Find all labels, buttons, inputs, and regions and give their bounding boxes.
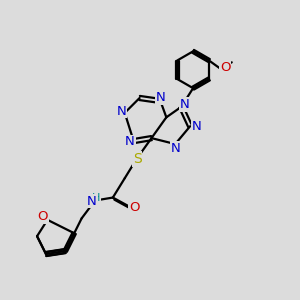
Text: N: N	[116, 105, 126, 118]
Text: O: O	[38, 210, 48, 224]
Text: N: N	[170, 142, 180, 155]
Text: N: N	[180, 98, 190, 111]
Text: N: N	[156, 92, 166, 104]
Text: N: N	[125, 135, 135, 148]
Text: N: N	[87, 195, 97, 208]
Text: O: O	[129, 201, 140, 214]
Text: O: O	[220, 61, 230, 74]
Text: H: H	[92, 193, 101, 202]
Text: N: N	[192, 120, 202, 133]
Text: S: S	[133, 152, 142, 166]
